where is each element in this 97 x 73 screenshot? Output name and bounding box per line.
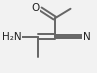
Text: O: O bbox=[31, 3, 39, 13]
Text: N: N bbox=[83, 32, 90, 41]
Text: H₂N: H₂N bbox=[2, 32, 22, 41]
